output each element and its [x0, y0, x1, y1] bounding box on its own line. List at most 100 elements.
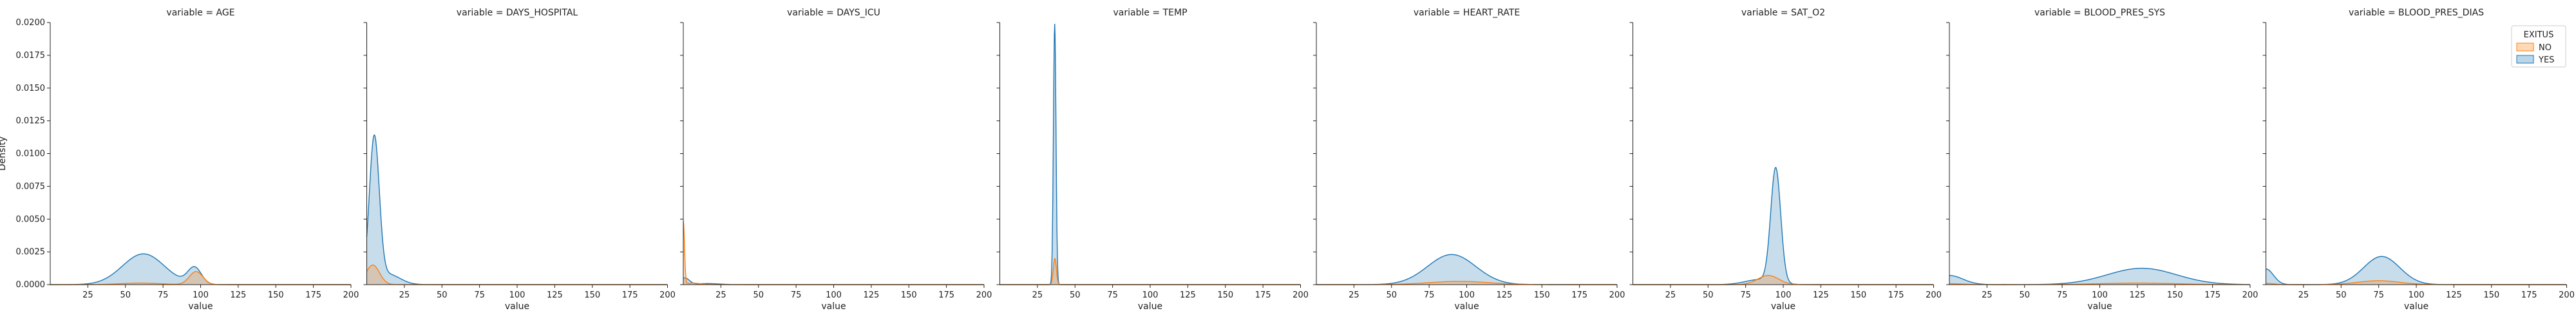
x-axis-title: value	[505, 301, 529, 312]
x-tick-label: 200	[2242, 290, 2259, 300]
x-tick-label: 50	[2019, 290, 2030, 300]
density-area-no	[999, 258, 1301, 285]
x-tick-label: 75	[2057, 290, 2068, 300]
x-tick-label: 125	[2129, 290, 2145, 300]
x-tick-label: 100	[509, 290, 526, 300]
y-tick-label: 0.0150	[16, 84, 46, 93]
density-area-yes	[366, 135, 668, 285]
x-axis-title: value	[188, 301, 213, 312]
x-tick-label: 150	[268, 290, 284, 300]
facet-panel-2: variable = DAYS_ICU 25 50 75 100 125 150 175 200…	[680, 8, 992, 312]
x-tick-label: 125	[1496, 290, 1512, 300]
legend-frame	[2511, 25, 2566, 68]
x-tick-label: 50	[1703, 290, 1714, 300]
x-tick-label: 50	[437, 290, 448, 300]
x-axis-title: value	[1771, 301, 1795, 312]
y-tick-label: 0.0050	[16, 214, 46, 224]
density-area-no	[50, 271, 351, 285]
y-tick-label: 0.0125	[16, 117, 46, 126]
x-tick-label: 150	[2167, 290, 2183, 300]
facet-title: variable = AGE	[166, 8, 234, 18]
x-tick-label: 75	[1107, 290, 1118, 300]
y-tick-label: 0.0175	[16, 51, 46, 61]
density-area-yes	[1949, 268, 2250, 285]
density-area-no	[366, 265, 668, 285]
facet-panel-6: variable = BLOOD_PRES_SYS 25 50 75 100 125 150…	[1946, 8, 2258, 312]
density-area-yes	[683, 278, 984, 285]
facet-panel-0: variable = AGE 25 50 75 100 125 150 175 200 0.000…	[16, 8, 359, 312]
x-tick-label: 175	[1888, 290, 1904, 300]
x-tick-label: 125	[547, 290, 563, 300]
x-tick-label: 150	[2483, 290, 2499, 300]
x-tick-label: 25	[1665, 290, 1676, 300]
facet-title: variable = HEART_RATE	[1414, 8, 1520, 18]
density-line-no	[366, 264, 668, 285]
x-tick-label: 150	[584, 290, 600, 300]
x-tick-label: 50	[1070, 290, 1081, 300]
x-tick-label: 175	[938, 290, 954, 300]
facet-title: variable = BLOOD_PRES_SYS	[2034, 8, 2165, 18]
legend-swatch-no	[2516, 43, 2534, 52]
x-axis-title: value	[1454, 301, 1479, 312]
facet-panel-7: variable = BLOOD_PRES_DIAS 25 50 75 100 125 15…	[2262, 8, 2575, 312]
legend-label-yes: YES	[2538, 55, 2554, 65]
facet-title: variable = TEMP	[1113, 8, 1187, 18]
density-line-no	[999, 258, 1301, 285]
density-area-yes	[1316, 254, 1617, 285]
density-line-yes	[683, 277, 984, 285]
x-tick-label: 175	[2204, 290, 2221, 300]
y-axis-title: Density	[0, 137, 8, 171]
facet-panels: variable = AGE 25 50 75 100 125 150 175 200 0.000…	[16, 8, 2575, 312]
x-tick-label: 200	[1926, 290, 1942, 300]
x-tick-label: 50	[1386, 290, 1397, 300]
x-tick-label: 75	[1740, 290, 1751, 300]
y-tick-label: 0.0000	[16, 280, 46, 290]
density-line-yes	[999, 24, 1301, 285]
density-line-yes	[2266, 256, 2567, 285]
x-tick-label: 200	[2559, 290, 2575, 300]
x-tick-label: 200	[1609, 290, 1625, 300]
x-tick-label: 125	[863, 290, 879, 300]
x-tick-label: 200	[1293, 290, 1309, 300]
x-tick-label: 125	[1813, 290, 1829, 300]
facet-panel-5: variable = SAT_O2 25 50 75 100 125 150 175 200 va…	[1629, 8, 1942, 312]
density-area-yes	[999, 24, 1301, 285]
x-tick-label: 150	[1850, 290, 1866, 300]
legend-swatch-yes	[2516, 55, 2534, 64]
x-tick-label: 100	[1142, 290, 1159, 300]
density-area-yes	[1633, 167, 1934, 285]
x-tick-label: 100	[826, 290, 842, 300]
legend-label-no: NO	[2539, 43, 2552, 53]
x-tick-label: 50	[120, 290, 131, 300]
density-area-no	[1633, 275, 1934, 285]
facet-title: variable = SAT_O2	[1741, 8, 1825, 18]
density-area-no	[1316, 281, 1617, 285]
facet-title: variable = DAYS_HOSPITAL	[457, 8, 578, 18]
x-tick-label: 25	[1032, 290, 1043, 300]
x-tick-label: 75	[474, 290, 485, 300]
x-tick-label: 175	[305, 290, 321, 300]
x-tick-label: 50	[753, 290, 764, 300]
x-tick-label: 175	[2521, 290, 2537, 300]
x-axis-title: value	[2404, 301, 2429, 312]
facet-panel-4: variable = HEART_RATE 25 50 75 100 125 150 175 2…	[1313, 8, 1625, 312]
y-tick-label: 0.0200	[16, 18, 46, 28]
facet-panel-3: variable = TEMP 25 50 75 100 125 150 175 200 valu…	[996, 8, 1309, 312]
legend-title: EXITUS	[2524, 30, 2554, 40]
x-tick-label: 25	[82, 290, 93, 300]
x-tick-label: 75	[158, 290, 169, 300]
x-tick-label: 25	[1982, 290, 1993, 300]
x-tick-label: 200	[659, 290, 676, 300]
x-tick-label: 175	[1571, 290, 1587, 300]
x-tick-label: 25	[715, 290, 726, 300]
x-tick-label: 100	[1459, 290, 1475, 300]
x-axis-title: value	[1138, 301, 1162, 312]
x-tick-label: 100	[193, 290, 209, 300]
y-tick-label: 0.0025	[16, 247, 46, 257]
density-area-yes	[50, 254, 351, 285]
facet-title: variable = DAYS_ICU	[787, 8, 880, 18]
density-line-yes	[366, 134, 668, 285]
x-tick-label: 125	[2446, 290, 2462, 300]
x-tick-label: 75	[2373, 290, 2384, 300]
y-tick-label: 0.0075	[16, 182, 46, 191]
